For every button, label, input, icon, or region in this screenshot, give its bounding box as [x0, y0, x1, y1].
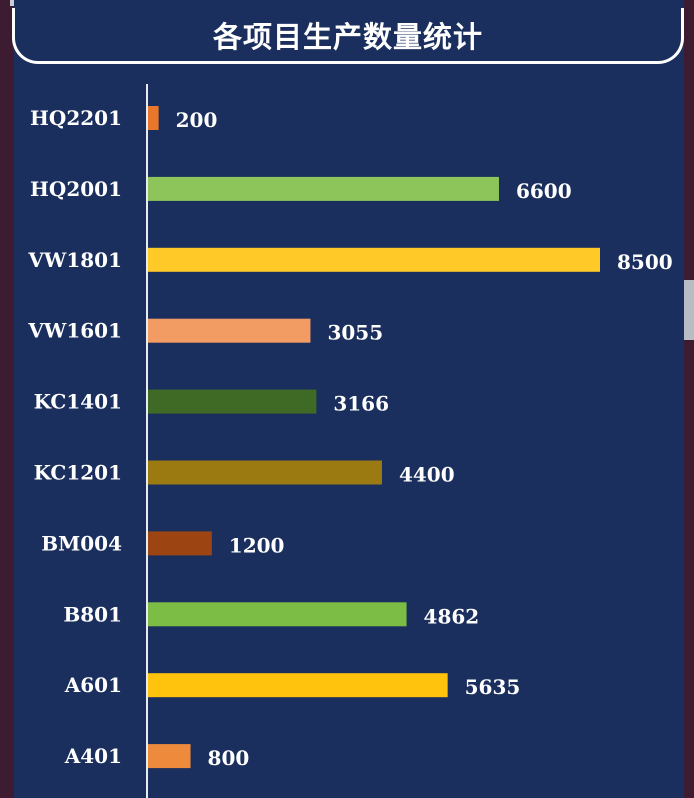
bar — [148, 460, 382, 485]
value-label: 4400 — [399, 463, 455, 487]
category-label: VW1601 — [27, 319, 122, 343]
bar — [148, 247, 600, 272]
bar — [148, 602, 407, 627]
value-label: 3166 — [333, 392, 389, 416]
bar — [148, 389, 317, 414]
category-label: HQ2201 — [30, 106, 122, 130]
bar — [148, 318, 311, 343]
value-label: 4862 — [424, 604, 480, 628]
bar — [148, 176, 499, 201]
bar — [148, 106, 159, 130]
category-label: KC1401 — [34, 390, 122, 414]
chart-title: 各项目生产数量统计 — [212, 19, 483, 54]
category-label: BM004 — [41, 531, 122, 555]
value-label: 800 — [208, 746, 250, 770]
category-label: B801 — [63, 602, 122, 626]
bar — [148, 531, 212, 556]
value-label: 200 — [176, 108, 218, 132]
bar — [148, 744, 191, 769]
chart-title-box: 各项目生产数量统计 — [12, 8, 684, 64]
category-label: KC1201 — [34, 461, 122, 485]
bars-group: HQ2201 200 HQ2001 6600 VW1801 8500 VW1601 3055 K… — [27, 106, 673, 770]
category-label: VW1801 — [27, 248, 122, 272]
bar — [148, 673, 448, 698]
value-label: 8500 — [617, 250, 673, 274]
category-label: HQ2001 — [30, 177, 122, 201]
value-label: 1200 — [229, 533, 285, 557]
chart-panel — [14, 0, 684, 798]
value-label: 6600 — [516, 179, 572, 203]
category-label: A601 — [64, 673, 122, 697]
scrollbar-edge[interactable] — [684, 280, 694, 340]
category-label: A401 — [64, 744, 122, 768]
value-label: 5635 — [465, 675, 521, 699]
value-label: 3055 — [327, 321, 383, 345]
